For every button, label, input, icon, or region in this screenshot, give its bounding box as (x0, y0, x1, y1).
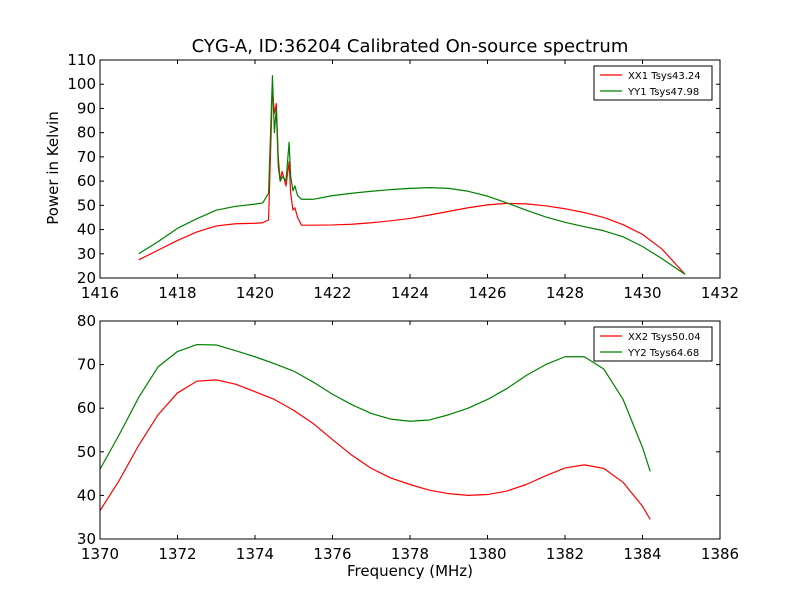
x-tick-label: 1420 (236, 284, 274, 302)
legend-label: YY1 Tsys47.98 (627, 87, 699, 98)
y-tick-label: 50 (77, 196, 96, 214)
y-tick-label: 50 (77, 443, 96, 461)
series-line-2 (100, 343, 651, 472)
y-axis-label: Power in Kelvin (44, 111, 62, 225)
x-tick-label: 1370 (81, 545, 119, 563)
x-tick-label: 1430 (623, 284, 661, 302)
figure-title: CYG-A, ID:36204 Calibrated On-source spe… (192, 36, 629, 57)
x-tick-label: 1376 (313, 545, 351, 563)
x-tick-label: 1374 (236, 545, 274, 563)
x-tick-label: 1380 (468, 545, 506, 563)
x-tick-label: 1378 (391, 545, 429, 563)
x-tick-label: 1424 (391, 284, 429, 302)
x-tick-label: 1428 (546, 284, 584, 302)
x-tick-label: 1384 (623, 545, 661, 563)
y-tick-label: 90 (77, 99, 96, 117)
top-panel: 1416 1418 1420 1422 1424 1426 1428 1430 1432 20 30… (67, 51, 739, 302)
x-tick-label: 1372 (158, 545, 196, 563)
y-tick-label: 40 (77, 221, 96, 239)
x-tick-label: 1382 (546, 545, 584, 563)
bottom-panel: 1370 1372 1374 1376 1378 1380 1382 1384 1386 30 40… (77, 312, 739, 563)
y-tick-label: 30 (77, 530, 96, 548)
y-tick-label: 110 (67, 51, 96, 69)
y-tick-label: 60 (77, 399, 96, 417)
y-tick-label: 20 (77, 269, 96, 287)
x-axis-label: Frequency (MHz) (347, 562, 473, 580)
x-tick-label: 1386 (701, 545, 739, 563)
series-line-1 (138, 88, 686, 275)
legend-box (593, 65, 713, 101)
x-tick-label: 1426 (468, 284, 506, 302)
y-tick-label: 60 (77, 172, 96, 190)
y-tick-label: 40 (77, 486, 96, 504)
legend-label: XX2 Tsys50.04 (628, 332, 701, 343)
legend-label: YY2 Tsys64.68 (627, 348, 699, 359)
x-tick-label: 1416 (81, 284, 119, 302)
y-tick-label: 100 (67, 75, 96, 93)
y-tick-label: 70 (77, 148, 96, 166)
x-tick-label: 1422 (313, 284, 351, 302)
x-tick-label: 1432 (701, 284, 739, 302)
x-tick-label: 1418 (158, 284, 196, 302)
series-line-2 (138, 75, 686, 275)
y-tick-label: 80 (77, 124, 96, 142)
y-tick-label: 80 (77, 312, 96, 330)
y-tick-label: 30 (77, 245, 96, 263)
legend-box (593, 326, 713, 362)
y-tick-label: 70 (77, 356, 96, 374)
series-line-1 (100, 379, 651, 520)
legend-label: XX1 Tsys43.24 (628, 71, 701, 82)
